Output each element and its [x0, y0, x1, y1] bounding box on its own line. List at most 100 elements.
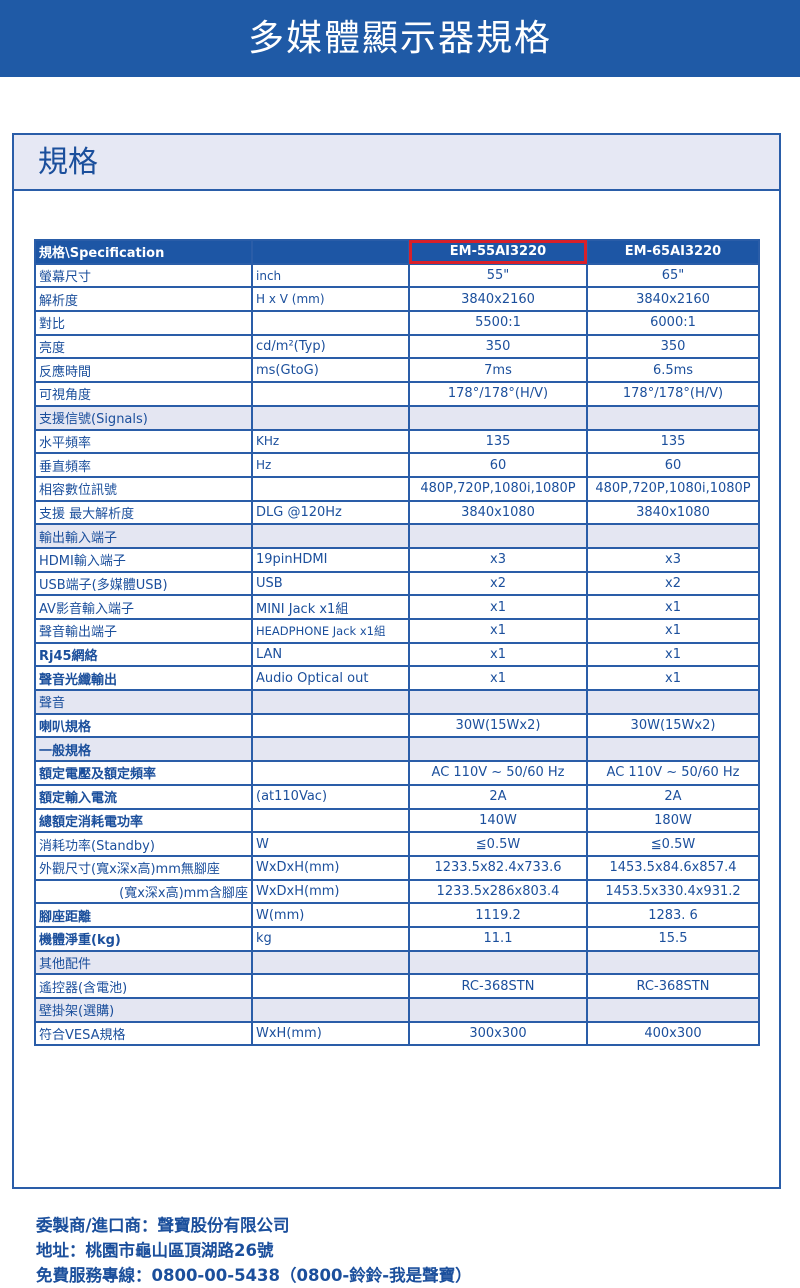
value-55: RC-368STN — [408, 973, 588, 999]
value-65: 65" — [586, 262, 760, 289]
value-65: 480P,720P,1080i,1080P — [586, 475, 760, 502]
row-unit — [251, 973, 410, 999]
row-label: 亮度 — [34, 333, 253, 360]
row-label: AV影音輸入端子 — [34, 594, 253, 620]
row-label: 額定電壓及額定頻率 — [34, 760, 253, 786]
row-label: 支援 最大解析度 — [34, 499, 253, 526]
row-label: HDMI輸入端子 — [34, 546, 253, 573]
value-65: x1 — [586, 618, 760, 644]
value-55 — [408, 949, 588, 976]
value-65: 60 — [586, 452, 760, 478]
row-label: 壁掛架(選購) — [34, 997, 253, 1023]
value-55: 480P,720P,1080i,1080P — [408, 475, 588, 502]
value-55: ≦0.5W — [408, 831, 588, 857]
value-55: 60 — [408, 452, 588, 478]
table-row: 支援 最大解析度 DLG @120Hz 3840x1080 3840x1080 — [34, 499, 760, 526]
value-65: 2A — [586, 783, 760, 810]
value-65: 400x300 — [586, 1020, 760, 1047]
row-label: (寬x深x高)mm含腳座 — [34, 878, 253, 905]
value-55: 135 — [408, 428, 588, 455]
value-55: AC 110V ~ 50/60 Hz — [408, 760, 588, 786]
row-unit: W(mm) — [251, 902, 410, 928]
table-row: 聲音光纖輸出 Audio Optical out x1 x1 — [34, 665, 760, 692]
value-65: x1 — [586, 665, 760, 692]
value-65 — [586, 404, 760, 431]
row-unit: USB — [251, 570, 410, 597]
table-section-row: 壁掛架(選購) — [34, 997, 760, 1023]
table-row: 遙控器(含電池) RC-368STN RC-368STN — [34, 973, 760, 999]
row-unit: Hz — [251, 452, 410, 478]
value-55: 140W — [408, 807, 588, 834]
row-unit — [251, 736, 410, 763]
value-55 — [408, 689, 588, 715]
value-55: 1119.2 — [408, 902, 588, 928]
header-spec: 規格\Specification — [34, 239, 253, 265]
row-label: USB端子(多媒體USB) — [34, 570, 253, 597]
value-55: 2A — [408, 783, 588, 810]
row-label: 符合VESA規格 — [34, 1020, 253, 1047]
row-unit: WxH(mm) — [251, 1020, 410, 1047]
table-section-row: 聲音 — [34, 689, 760, 715]
row-unit — [251, 949, 410, 976]
row-unit: HEADPHONE Jack x1組 — [251, 618, 410, 644]
table-row: 喇叭規格 30W(15Wx2) 30W(15Wx2) — [34, 712, 760, 739]
value-55: 300x300 — [408, 1020, 588, 1047]
header-unit — [251, 239, 410, 265]
value-55: x1 — [408, 618, 588, 644]
table-row: 垂直頻率 Hz 60 60 — [34, 452, 760, 478]
row-label: 遙控器(含電池) — [34, 973, 253, 999]
value-55: 1233.5x82.4x733.6 — [408, 854, 588, 881]
value-65: 350 — [586, 333, 760, 360]
value-65: 3840x2160 — [586, 286, 760, 313]
value-55: 30W(15Wx2) — [408, 712, 588, 739]
table-row: (寬x深x高)mm含腳座 WxDxH(mm) 1233.5x286x803.4 145… — [34, 878, 760, 905]
table-row: 額定輸入電流 (at110Vac) 2A 2A — [34, 783, 760, 810]
row-label: 聲音輸出端子 — [34, 618, 253, 644]
value-65: 1453.5x330.4x931.2 — [586, 878, 760, 905]
row-label: 相容數位訊號 — [34, 475, 253, 502]
row-label: 腳座距離 — [34, 902, 253, 928]
header-model-65: EM-65AI3220 — [586, 239, 760, 265]
row-unit — [251, 404, 410, 431]
value-55: 55" — [408, 262, 588, 289]
row-label: 聲音 — [34, 689, 253, 715]
row-unit: LAN — [251, 641, 410, 668]
value-55 — [408, 404, 588, 431]
row-unit: WxDxH(mm) — [251, 854, 410, 881]
value-65: x1 — [586, 594, 760, 620]
row-label: 垂直頻率 — [34, 452, 253, 478]
spec-panel: 規格 規格\Specification EM-55AI3220 EM-65AI3… — [12, 133, 781, 1285]
page-title: 多媒體顯示器規格 — [0, 0, 800, 77]
table-section-row: 輸出輸入端子 — [34, 523, 760, 549]
row-unit — [251, 523, 410, 549]
value-55: x3 — [408, 546, 588, 573]
row-unit: KHz — [251, 428, 410, 455]
row-label: 喇叭規格 — [34, 712, 253, 739]
table-row: 相容數位訊號 480P,720P,1080i,1080P 480P,720P,108… — [34, 475, 760, 502]
row-unit: 19pinHDMI — [251, 546, 410, 573]
value-55: x1 — [408, 665, 588, 692]
header-model-55: EM-55AI3220 — [408, 239, 588, 265]
row-unit — [251, 381, 410, 407]
table-row: AV影音輸入端子 MINI Jack x1組 x1 x1 — [34, 594, 760, 620]
value-65: AC 110V ~ 50/60 Hz — [586, 760, 760, 786]
table-row: 亮度 cd/m²(Typ) 350 350 — [34, 333, 760, 360]
row-label: 支援信號(Signals) — [34, 404, 253, 431]
value-55: 3840x1080 — [408, 499, 588, 526]
table-header-row: 規格\Specification EM-55AI3220 EM-65AI3220 — [34, 239, 760, 265]
row-label: 反應時間 — [34, 357, 253, 384]
company-info: 委製商/進口商：聲寶股份有限公司 地址：桃園市龜山區頂湖路26號 免費服務專線：… — [36, 1213, 472, 1288]
row-label: 螢幕尺寸 — [34, 262, 253, 289]
table-section-row: 其他配件 — [34, 949, 760, 976]
value-65: 3840x1080 — [586, 499, 760, 526]
value-55: 3840x2160 — [408, 286, 588, 313]
value-55: 1233.5x286x803.4 — [408, 878, 588, 905]
table-row: 聲音輸出端子 HEADPHONE Jack x1組 x1 x1 — [34, 618, 760, 644]
row-label: 對比 — [34, 310, 253, 336]
value-65: 30W(15Wx2) — [586, 712, 760, 739]
value-55 — [408, 997, 588, 1023]
value-65: 135 — [586, 428, 760, 455]
value-65: x1 — [586, 641, 760, 668]
value-65: 180W — [586, 807, 760, 834]
row-label: 消耗功率(Standby) — [34, 831, 253, 857]
